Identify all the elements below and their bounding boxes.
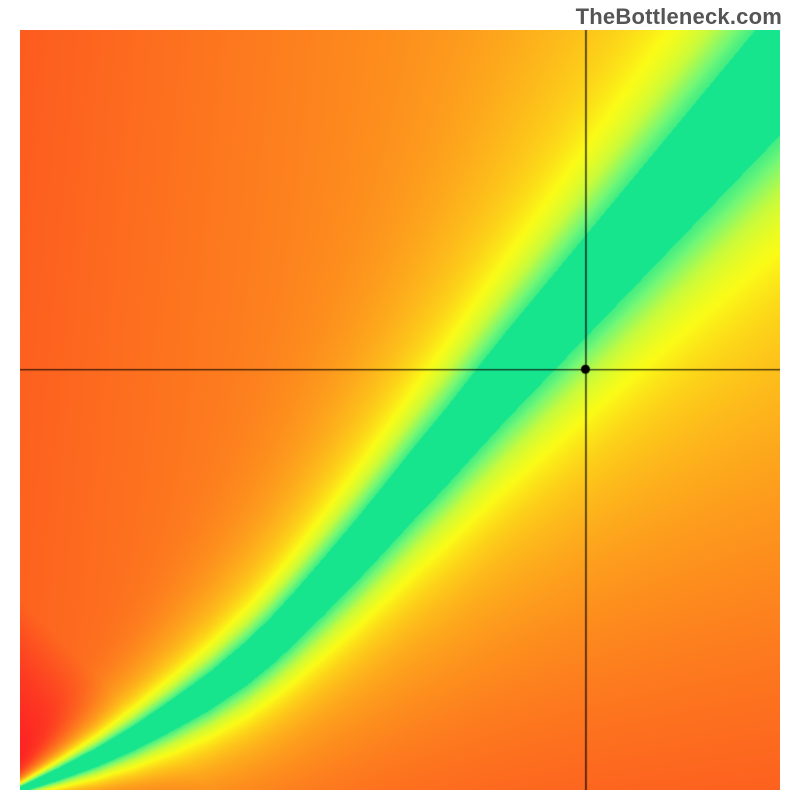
watermark-label: TheBottleneck.com: [576, 4, 782, 30]
bottleneck-heatmap: [20, 30, 780, 790]
